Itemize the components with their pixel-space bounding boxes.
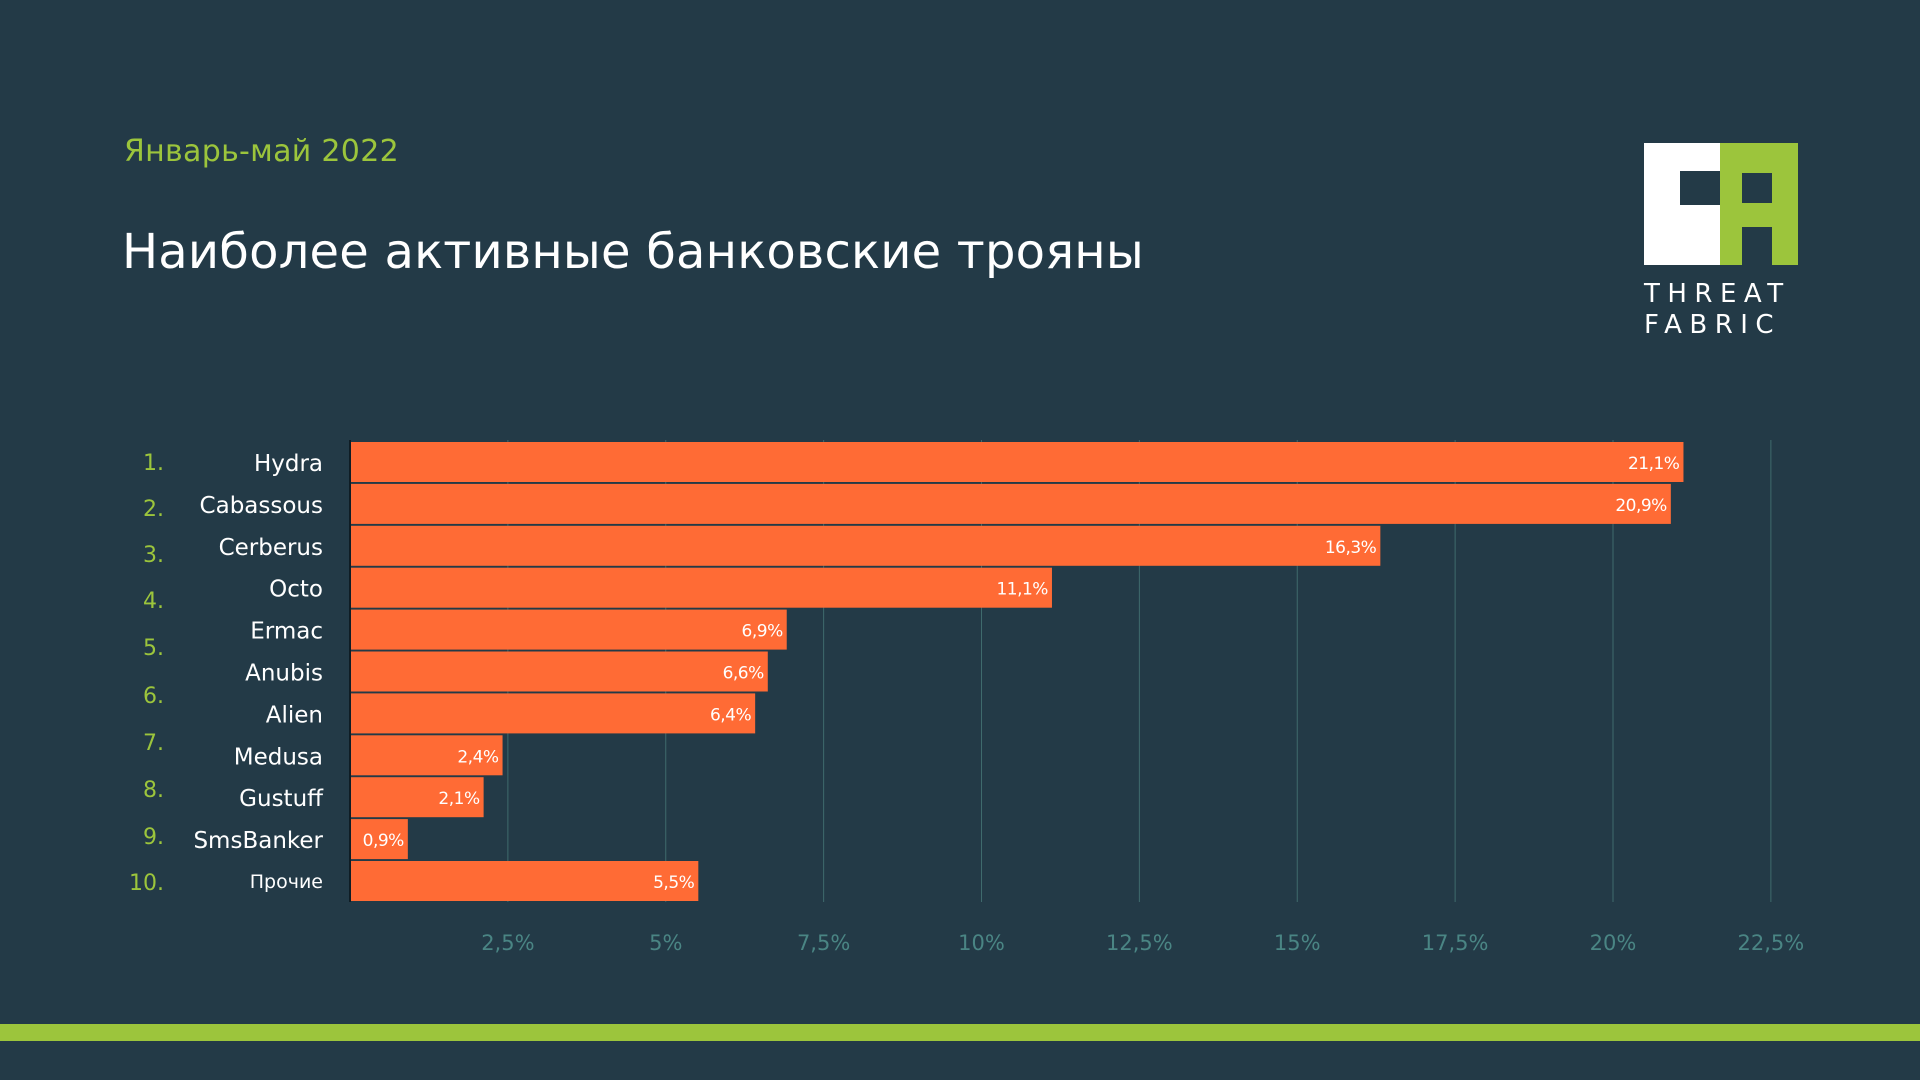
bar [351, 861, 699, 901]
value-label: 5,5% [653, 873, 695, 893]
category-label: Cabassous [200, 493, 323, 519]
bar [351, 525, 1381, 566]
category-label: Alien [266, 702, 323, 728]
rank-label: 3. [143, 543, 164, 568]
value-label: 2,4% [457, 747, 499, 767]
rank-label: 1. [143, 451, 164, 476]
x-tick-label: 20% [1590, 931, 1637, 955]
rank-label: 2. [143, 497, 164, 522]
category-label: Прочие [250, 871, 323, 893]
rank-label: 5. [143, 636, 164, 661]
threatfabric-logo-mark-icon [1644, 143, 1798, 265]
bottom-accent-bar [0, 1024, 1920, 1041]
value-label: 21,1% [1628, 454, 1680, 474]
category-label: Cerberus [219, 535, 323, 561]
logo-text-line1: THREAT [1644, 279, 1791, 309]
threatfabric-logo: THREAT FABRIC [1644, 143, 1798, 341]
x-tick-label: 17,5% [1422, 931, 1489, 955]
bar [351, 819, 408, 860]
bar [351, 567, 1052, 608]
x-tick-label: 2,5% [481, 931, 534, 955]
rank-label: 6. [143, 684, 164, 709]
rank-label: 7. [143, 731, 164, 756]
x-tick-label: 15% [1274, 931, 1321, 955]
rank-label: 4. [143, 589, 164, 614]
chart-subtitle: Январь-май 2022 [124, 134, 399, 169]
bar [351, 693, 756, 734]
x-tick-label: 7,5% [797, 931, 850, 955]
value-label: 6,6% [723, 664, 765, 684]
bar [351, 651, 768, 692]
x-tick-label: 12,5% [1106, 931, 1173, 955]
rank-label: 8. [143, 778, 164, 803]
bar [351, 483, 1671, 524]
bar [351, 777, 484, 818]
bar [351, 735, 503, 776]
value-label: 11,1% [996, 580, 1048, 600]
logo-text-line2: FABRIC [1644, 310, 1782, 340]
x-tick-label: 22,5% [1738, 931, 1805, 955]
rank-label: 9. [143, 825, 164, 850]
category-label: SmsBanker [193, 828, 323, 854]
rank-label: 10. [129, 871, 164, 896]
value-label: 20,9% [1615, 496, 1667, 516]
value-label: 6,9% [742, 622, 784, 642]
category-label: Hydra [254, 451, 323, 477]
bar [351, 442, 1684, 482]
bar [351, 609, 787, 650]
x-tick-label: 5% [649, 931, 682, 955]
category-label: Octo [269, 577, 323, 603]
category-label: Medusa [234, 744, 323, 770]
value-label: 0,9% [363, 831, 405, 851]
value-label: 2,1% [438, 789, 480, 809]
chart-title: Наиболее активные банковские трояны [122, 224, 1144, 280]
value-label: 16,3% [1325, 538, 1377, 558]
category-label: Gustuff [239, 786, 324, 812]
bar-chart: 2,5% 5% 7,5% 10% 12,5% 15% 17,5% 20% 22,5% Hydra 2… [129, 440, 1805, 955]
category-label: Ermac [250, 619, 323, 645]
value-label: 6,4% [710, 705, 752, 725]
x-tick-label: 10% [958, 931, 1005, 955]
category-label: Anubis [245, 661, 323, 687]
